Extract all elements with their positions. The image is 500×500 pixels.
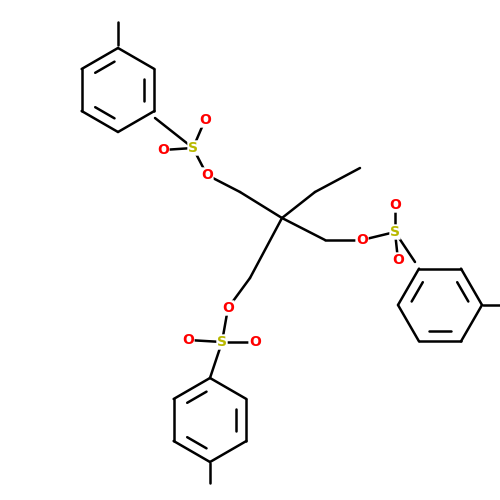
Text: S: S <box>188 141 198 155</box>
Text: O: O <box>199 113 211 127</box>
Text: O: O <box>389 198 401 212</box>
Text: O: O <box>392 253 404 267</box>
Text: O: O <box>222 301 234 315</box>
Text: O: O <box>356 233 368 247</box>
Text: S: S <box>217 335 227 349</box>
Text: O: O <box>249 335 261 349</box>
Text: O: O <box>157 143 169 157</box>
Text: O: O <box>182 333 194 347</box>
Text: O: O <box>201 168 213 182</box>
Text: S: S <box>390 225 400 239</box>
